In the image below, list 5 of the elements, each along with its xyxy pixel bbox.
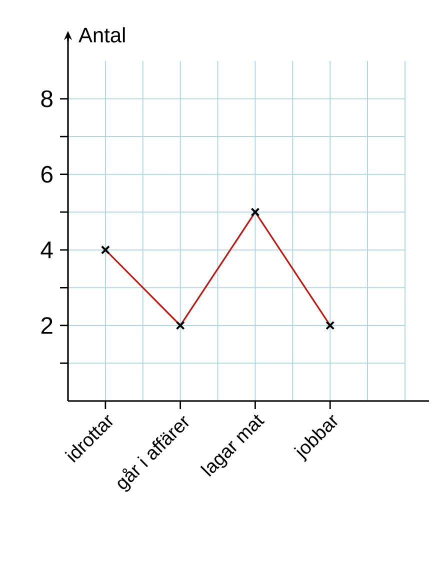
y-axis-title: Antal xyxy=(78,27,125,42)
y-tick-label: 8 xyxy=(41,90,52,108)
y-tick-label: 2 xyxy=(41,317,52,334)
y-tick-label: 6 xyxy=(41,166,52,183)
y-tick-label: 4 xyxy=(40,242,53,258)
